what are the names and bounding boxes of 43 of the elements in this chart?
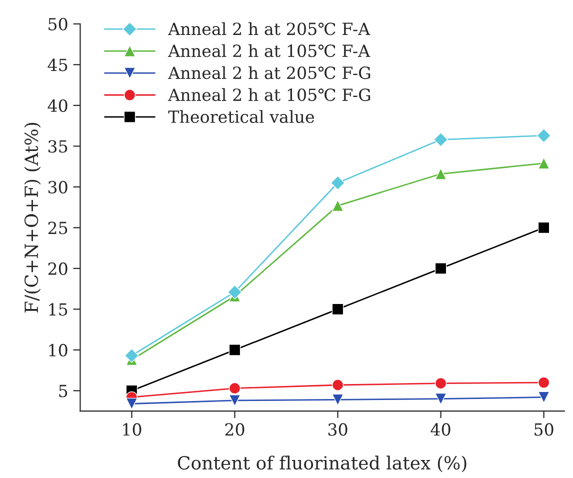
- point: [228, 284, 242, 300]
- point: [332, 200, 344, 212]
- point: [332, 394, 344, 406]
- point: [228, 344, 241, 356]
- point: [228, 382, 241, 394]
- point: [538, 391, 550, 404]
- x-tick-label: 50: [534, 423, 554, 436]
- y-tick-label: 20: [48, 262, 68, 276]
- x-tick-label: 30: [328, 423, 348, 436]
- y-axis-title: F/(C+N+O+F) (At%): [24, 122, 41, 312]
- x-tick-label: 20: [225, 423, 244, 436]
- y-tick-label: 35: [48, 140, 68, 153]
- point: [538, 222, 550, 234]
- point: [332, 379, 344, 391]
- point: [434, 132, 448, 147]
- point: [332, 303, 344, 316]
- point: [538, 376, 550, 388]
- legend-label: Theoretical value: [168, 110, 314, 124]
- legend-label: Anneal 2 h at 105℃ F-G: [168, 88, 370, 102]
- y-tick-label: 45: [48, 58, 68, 72]
- y-tick-label: 40: [48, 99, 68, 112]
- point: [434, 262, 447, 274]
- point: [434, 168, 447, 180]
- y-tick-label: 15: [49, 303, 68, 316]
- y-tick-label: 10: [49, 344, 68, 357]
- y-tick-label: 5: [59, 384, 68, 398]
- point: [434, 392, 447, 405]
- y-tick-label: 25: [48, 222, 68, 234]
- point: [536, 128, 552, 143]
- legend-label: Anneal 2 h at 105℃ F-A: [168, 44, 370, 58]
- point: [538, 157, 550, 170]
- x-tick-label: 40: [430, 423, 450, 436]
- point: [434, 377, 447, 390]
- point: [330, 176, 345, 190]
- y-tick-label: 50: [48, 18, 68, 30]
- y-tick-label: 30: [48, 180, 68, 194]
- point: [124, 348, 139, 363]
- legend-label: Anneal 2 h at 205℃ F-G: [168, 66, 370, 80]
- legend-label: Anneal 2 h at 205℃ F-A: [168, 22, 370, 36]
- x-axis-title: Content of fluorinated latex (%): [178, 456, 466, 472]
- point: [126, 398, 138, 410]
- point: [228, 394, 241, 406]
- x-tick-label: 10: [123, 423, 142, 436]
